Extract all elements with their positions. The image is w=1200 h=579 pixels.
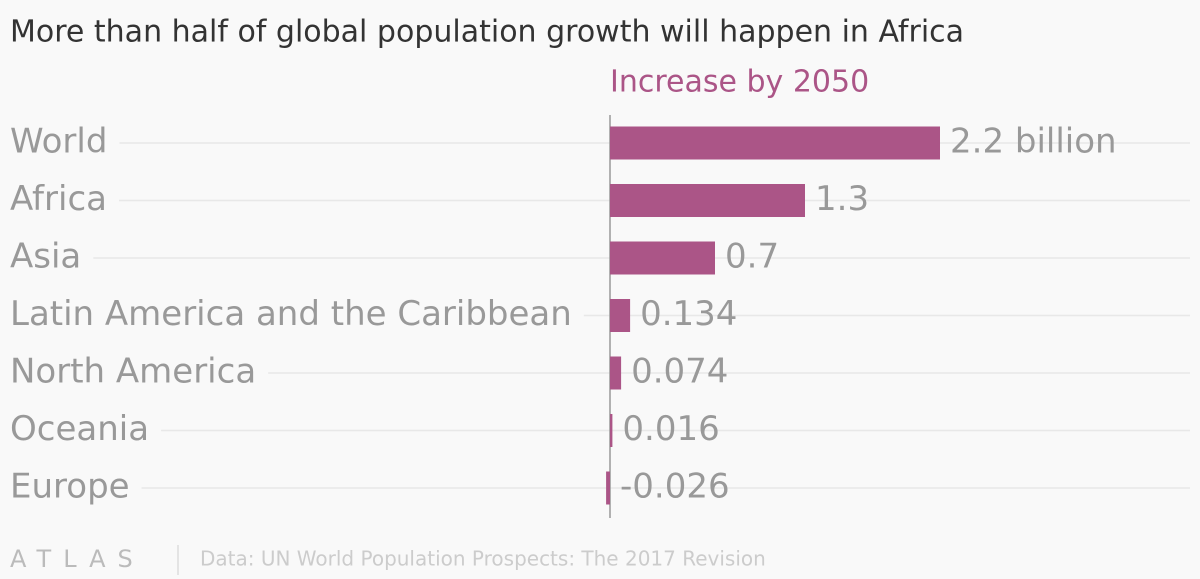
value-label: 0.074 [631,352,728,392]
category-label: Asia [10,237,81,277]
source: Data: UN World Population Prospects: The… [200,547,766,571]
bar [610,184,805,217]
bar [610,241,715,275]
bar [610,126,940,160]
value-label: 0.7 [725,237,779,277]
bar [606,471,610,505]
bar [610,299,631,332]
category-label: Latin America and the Caribbean [10,294,572,334]
value-label: -0.026 [620,467,730,507]
category-label: Oceania [10,409,149,449]
bar [610,356,622,390]
bar [610,414,613,447]
value-label: 0.134 [640,294,737,334]
logo: ATLAS [10,545,145,573]
chart-title: More than half of global population grow… [10,15,964,50]
category-label: Europe [10,467,130,507]
category-label: Africa [10,179,107,219]
value-label: 2.2 billion [950,122,1117,162]
category-label: World [10,122,107,162]
value-label: 0.016 [622,409,719,449]
category-label: North America [10,352,256,392]
value-label: 1.3 [815,179,869,219]
value-header: Increase by 2050 [610,65,869,100]
